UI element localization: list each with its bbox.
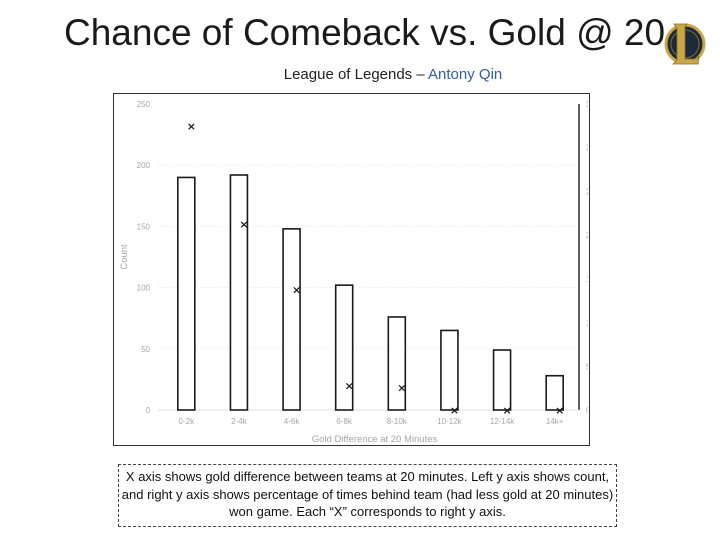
y2-tick-label: 5%	[586, 362, 588, 371]
league-of-legends-logo	[664, 23, 706, 65]
y2-tick-label: 20%	[586, 231, 588, 240]
bar	[282, 228, 301, 411]
bar	[229, 174, 249, 411]
y-tick-label: 200	[137, 161, 151, 170]
bar	[440, 329, 459, 411]
x-axis-title: Gold Difference at 20 Minutes	[312, 434, 438, 444]
y-axis-title: Count	[119, 244, 130, 270]
bar	[177, 176, 196, 411]
bar	[492, 349, 512, 411]
comeback-chart: 0 50 100 150 200 250 0% 5% 10% 15% 20% 25% 30% 35% 0-2…	[119, 100, 588, 444]
comeback-marker: ×	[555, 404, 564, 417]
comeback-marker: ×	[292, 283, 301, 296]
y-tick-label: 150	[137, 222, 151, 231]
subtitle-main: League of Legends –	[283, 66, 429, 83]
y-tick-label: 0	[146, 406, 151, 415]
bar	[387, 316, 407, 411]
y2-tick-label: 30%	[586, 144, 588, 153]
y2-tick-label: 25%	[586, 187, 588, 196]
comeback-marker: ×	[450, 404, 459, 417]
x-tick-label: 6-8k	[336, 417, 353, 426]
comeback-marker: ×	[187, 120, 196, 133]
x-tick-label: 4-6k	[284, 417, 301, 426]
comeback-marker: ×	[397, 381, 406, 394]
chart-frame: 0 50 100 150 200 250 0% 5% 10% 15% 20% 25% 30% 35% 0-2…	[113, 93, 590, 446]
y2-tick-label: 35%	[586, 100, 588, 109]
y2-tick-label: 15%	[586, 275, 588, 284]
y-tick-label: 250	[137, 100, 151, 109]
chart-caption: X axis shows gold difference between tea…	[118, 464, 617, 527]
subtitle: League of Legends – Antony Qin	[0, 66, 720, 83]
x-tick-label: 10-12k	[437, 417, 462, 426]
comeback-marker: ×	[239, 218, 248, 231]
subtitle-author: Antony Qin	[428, 66, 503, 83]
bar	[334, 284, 354, 411]
comeback-marker: ×	[502, 404, 511, 417]
x-tick-label: 2-4k	[231, 417, 248, 426]
y-tick-label: 100	[137, 284, 151, 293]
x-tick-label: 12-14k	[490, 417, 515, 426]
y-tick-label: 50	[141, 345, 150, 354]
x-tick-label: 8-10k	[387, 417, 408, 426]
y2-tick-label: 10%	[586, 319, 588, 328]
x-tick-label: 0-2k	[179, 417, 196, 426]
slide-title: Chance of Comeback vs. Gold @ 20	[64, 12, 666, 53]
comeback-marker: ×	[345, 380, 354, 393]
bar	[545, 374, 564, 411]
y2-tick-label: 0%	[586, 406, 588, 415]
x-tick-label: 14k+	[546, 417, 564, 426]
